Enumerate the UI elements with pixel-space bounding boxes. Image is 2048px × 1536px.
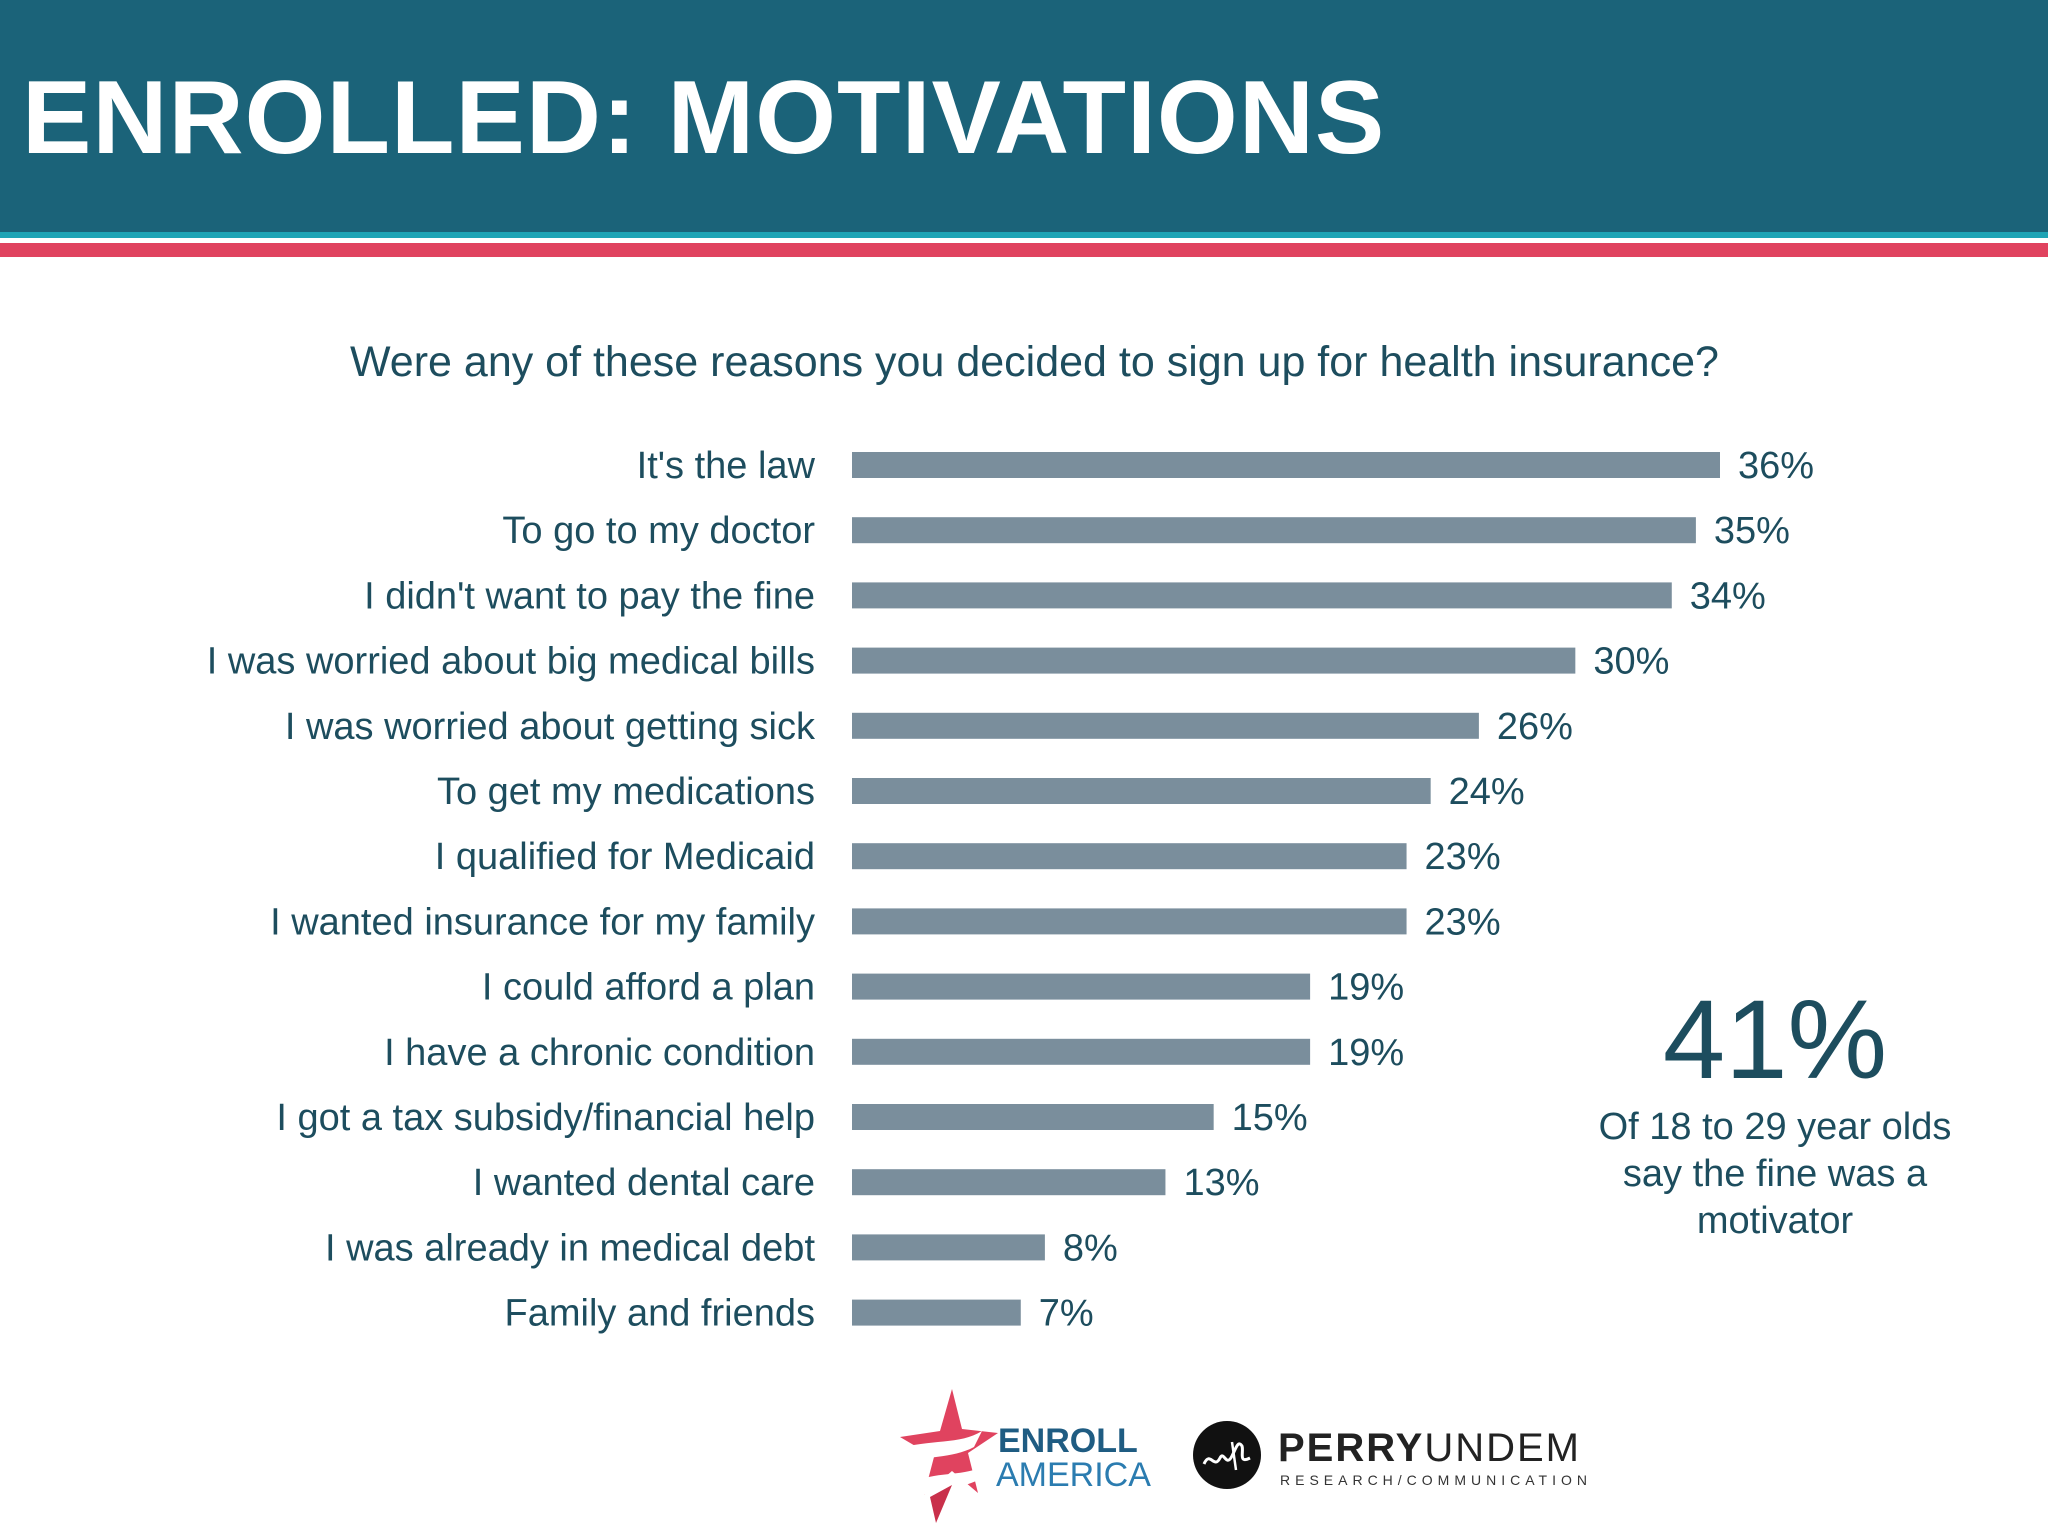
category-label: I got a tax subsidy/financial help: [276, 1097, 815, 1139]
category-label: I wanted insurance for my family: [270, 901, 815, 943]
value-label: 19%: [1328, 967, 1404, 1009]
bar: [852, 582, 1672, 609]
value-label: 8%: [1063, 1227, 1118, 1269]
bar: [852, 517, 1696, 544]
callout-line-3: motivator: [1696, 1200, 1854, 1242]
page-title: ENROLLED: MOTIVATIONS: [22, 60, 1386, 176]
category-label: I was worried about big medical bills: [207, 641, 815, 683]
value-label: 34%: [1690, 575, 1766, 617]
header-stripe-white: [0, 238, 2048, 243]
value-label: 23%: [1425, 901, 1501, 943]
bar: [852, 452, 1720, 478]
bar: [852, 1038, 1311, 1065]
value-label: 19%: [1328, 1032, 1404, 1074]
value-label: 30%: [1593, 641, 1669, 683]
bar: [852, 1169, 1166, 1196]
category-label: I was already in medical debt: [325, 1227, 815, 1269]
category-label: I wanted dental care: [473, 1162, 815, 1204]
category-label: Family and friends: [505, 1293, 815, 1335]
chart-title: Were any of these reasons you decided to…: [350, 338, 1719, 386]
callout-value: 41%: [1662, 977, 1888, 1102]
signature-circle-icon: [1193, 1421, 1261, 1489]
header-stripe-teal: [0, 232, 2048, 238]
header-band: [0, 0, 2048, 232]
star-swoosh-icon: [896, 1389, 998, 1523]
value-label: 23%: [1425, 836, 1501, 878]
category-label: I could afford a plan: [482, 967, 815, 1009]
value-label: 26%: [1497, 706, 1573, 748]
category-label: I have a chronic condition: [384, 1032, 815, 1074]
perry-logo-name: PERRYUNDEM: [1278, 1426, 1581, 1470]
value-label: 7%: [1039, 1293, 1094, 1335]
bar: [852, 778, 1431, 804]
perry-logo-name-bold: PERRY: [1278, 1426, 1425, 1470]
perry-logo-name-light: UNDEM: [1424, 1426, 1581, 1470]
bar: [852, 712, 1479, 739]
header-stripe-red: [0, 243, 2048, 257]
bar: [852, 843, 1407, 870]
category-label: To go to my doctor: [502, 510, 815, 552]
value-label: 35%: [1714, 510, 1790, 552]
enroll-logo-line1: ENROLL: [998, 1422, 1138, 1460]
callout-text: Of 18 to 29 year olds say the fine was a…: [1570, 1104, 1980, 1245]
category-label: I was worried about getting sick: [285, 706, 816, 748]
category-label: To get my medications: [437, 771, 815, 813]
value-label: 15%: [1232, 1097, 1308, 1139]
perry-undem-logo: PERRYUNDEM RESEARCH/COMMUNICATION: [1192, 1418, 1652, 1498]
bar: [852, 908, 1407, 935]
category-label: It's the law: [637, 445, 816, 487]
perry-logo-subtitle: RESEARCH/COMMUNICATION: [1280, 1472, 1592, 1488]
bar: [852, 647, 1576, 674]
category-label: I didn't want to pay the fine: [364, 575, 815, 617]
bar-chart: It's the law 36% To go to my doctor 35% I di…: [207, 445, 1814, 1335]
enroll-logo-line2: AMERICA: [996, 1456, 1151, 1494]
bar: [852, 973, 1311, 1000]
bar: [852, 1234, 1045, 1261]
value-label: 13%: [1183, 1162, 1259, 1204]
value-label: 36%: [1738, 445, 1814, 487]
bar: [852, 1299, 1021, 1326]
enroll-america-logo: ENROLL AMERICA: [890, 1385, 1160, 1525]
value-label: 24%: [1449, 771, 1525, 813]
category-label: I qualified for Medicaid: [435, 836, 815, 878]
callout-line-1: Of 18 to 29 year olds: [1598, 1106, 1952, 1148]
bar: [852, 1104, 1214, 1130]
callout-line-2: say the fine was a: [1622, 1153, 1928, 1195]
